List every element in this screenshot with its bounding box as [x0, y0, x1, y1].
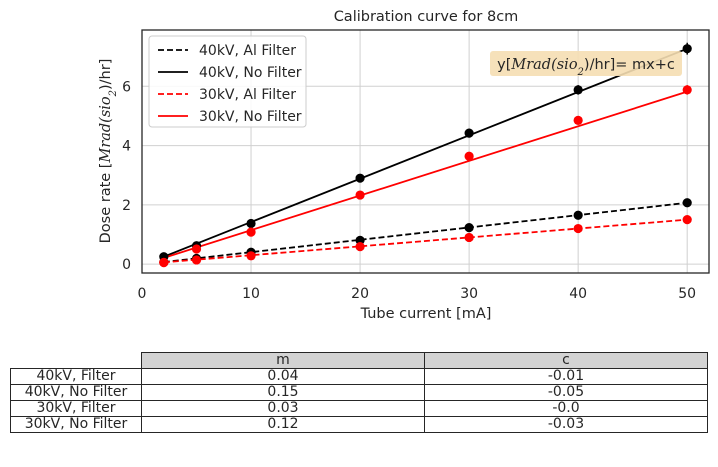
data-point [682, 198, 692, 208]
x-tick-label: 30 [460, 286, 478, 302]
legend-label: 40kV, Al Filter [199, 43, 296, 59]
fit-line [163, 218, 688, 264]
annotation-background [490, 51, 682, 76]
data-point [464, 223, 474, 233]
table-row: 30kV, Filter 0.03 -0.0 [10, 400, 708, 417]
data-point [464, 128, 474, 138]
table-row: 40kV, Filter 0.04 -0.01 [10, 368, 708, 385]
x-tick-label: 0 [138, 286, 147, 302]
data-point [246, 251, 256, 261]
legend-label: 30kV, No Filter [199, 109, 302, 125]
table-cell-m: 0.04 [141, 368, 425, 385]
table-cell-c: -0.01 [424, 368, 708, 385]
calibration-chart: Calibration curve for 8cm 0 10 20 30 40 50 0 2 4… [98, 9, 710, 322]
annotation-text: y[Mrad(sio2)/hr]= mx+c [497, 57, 675, 78]
table-header-m: m [141, 352, 425, 369]
table-row: 30kV, No Filter 0.12 -0.03 [10, 416, 708, 433]
data-point [191, 255, 202, 265]
table-row-label: 40kV, Filter [10, 368, 142, 385]
annotation-box: y[Mrad(sio2)/hr]= mx+c [490, 51, 682, 78]
y-tick-label: 4 [122, 139, 131, 155]
data-point [246, 218, 256, 229]
plot-frame [141, 29, 710, 274]
y-axis-label: Dose rate [Mrad(sio2)/hr] [98, 59, 119, 244]
table-row: 40kV, No Filter 0.15 -0.05 [10, 384, 708, 401]
data-point [355, 173, 365, 183]
x-tick-label: 10 [242, 286, 260, 302]
table-cell-m: 0.15 [141, 384, 425, 401]
x-axis-label: Tube current [mA] [360, 306, 492, 322]
table-corner [11, 353, 142, 369]
data-point [191, 244, 202, 254]
y-tick-label: 2 [122, 198, 131, 214]
data-point [573, 115, 583, 125]
table-cell-m: 0.03 [141, 400, 425, 417]
table-row-label: 30kV, No Filter [10, 416, 142, 433]
data-point [573, 210, 583, 220]
table-header-row: m c [11, 352, 708, 369]
data-point [355, 190, 365, 200]
data-point [159, 258, 169, 268]
data-point [573, 223, 583, 234]
table-cell-m: 0.12 [141, 416, 425, 433]
data-point [464, 232, 474, 243]
legend-label: 40kV, No Filter [199, 65, 302, 81]
data-point [682, 44, 692, 54]
table-cell-c: -0.03 [424, 416, 708, 433]
table-cell-c: -0.05 [424, 384, 708, 401]
y-tick-label: 6 [122, 79, 131, 95]
x-tick-label: 50 [678, 286, 696, 302]
table-cell-c: -0.0 [424, 400, 708, 417]
table-header-c: c [424, 352, 708, 369]
table-row-label: 30kV, Filter [10, 400, 142, 417]
data-point [464, 151, 474, 161]
legend-frame [148, 35, 307, 128]
chart-title: Calibration curve for 8cm [334, 9, 519, 25]
legend-label: 30kV, Al Filter [199, 87, 296, 103]
data-point [682, 85, 692, 95]
data-point [573, 85, 583, 95]
coefficients-table: m c 40kV, Filter 0.04 -0.01 40kV, No Fil… [10, 352, 708, 433]
data-point [682, 215, 692, 225]
data-point [355, 242, 365, 252]
x-tick-label: 40 [569, 286, 587, 302]
legend: 40kV, Al Filter 40kV, No Filter 30kV, Al F… [148, 35, 307, 128]
fit-line [163, 201, 688, 263]
x-tick-label: 20 [351, 286, 369, 302]
data-point [246, 227, 256, 237]
y-tick-label: 0 [122, 257, 131, 273]
table-row-label: 40kV, No Filter [10, 384, 142, 401]
